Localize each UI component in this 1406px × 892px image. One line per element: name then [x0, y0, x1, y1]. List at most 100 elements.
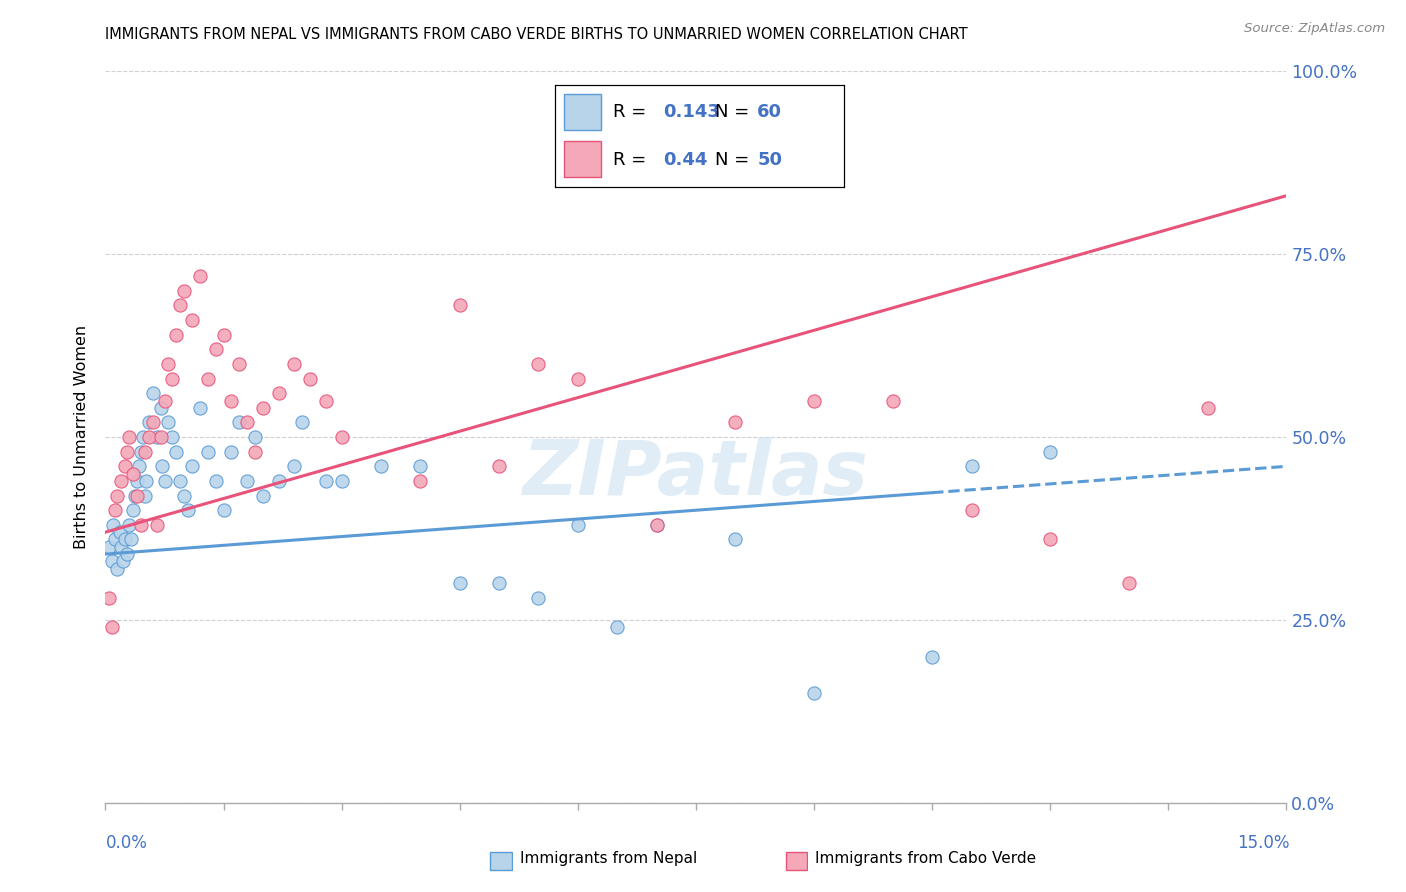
- Point: [125, 474, 148, 488]
- Point: [138, 430, 160, 444]
- Point: [173, 489, 195, 503]
- Point: [142, 386, 165, 401]
- Point: [283, 459, 305, 474]
- Point: [370, 459, 392, 474]
- Point: [157, 416, 180, 430]
- Point: [197, 371, 219, 385]
- Text: R =: R =: [613, 103, 652, 121]
- Point: [162, 371, 184, 385]
- Text: N =: N =: [716, 103, 755, 121]
- Point: [110, 540, 132, 554]
- Point: [120, 533, 142, 547]
- Point: [149, 401, 172, 415]
- Point: [124, 489, 146, 503]
- Point: [117, 547, 139, 561]
- Point: [1197, 401, 1219, 415]
- Point: [135, 474, 157, 488]
- Point: [132, 430, 155, 444]
- Point: [149, 430, 172, 444]
- Point: [173, 284, 195, 298]
- Point: [129, 444, 152, 458]
- Point: [645, 517, 668, 532]
- Point: [98, 591, 121, 605]
- Point: [236, 474, 259, 488]
- Point: [165, 327, 187, 342]
- Point: [117, 444, 139, 458]
- Bar: [491, 853, 512, 871]
- Point: [645, 517, 668, 532]
- Point: [252, 489, 274, 503]
- Point: [110, 474, 132, 488]
- Point: [567, 371, 589, 385]
- Point: [142, 416, 165, 430]
- Point: [267, 386, 290, 401]
- Point: [114, 533, 136, 547]
- Point: [128, 459, 150, 474]
- Point: [606, 620, 628, 634]
- Bar: [786, 853, 807, 871]
- Point: [409, 474, 432, 488]
- Point: [122, 503, 145, 517]
- Point: [315, 474, 337, 488]
- Point: [177, 503, 200, 517]
- Point: [100, 554, 122, 568]
- Text: Immigrants from Nepal: Immigrants from Nepal: [520, 851, 697, 865]
- Point: [150, 459, 173, 474]
- Point: [960, 503, 983, 517]
- Point: [291, 416, 314, 430]
- Point: [181, 313, 204, 327]
- Text: Immigrants from Cabo Verde: Immigrants from Cabo Verde: [815, 851, 1036, 865]
- Point: [449, 576, 471, 591]
- Point: [921, 649, 943, 664]
- Text: N =: N =: [716, 151, 755, 169]
- Point: [1039, 444, 1062, 458]
- Point: [724, 533, 747, 547]
- Point: [125, 489, 148, 503]
- Point: [527, 357, 550, 371]
- Point: [228, 416, 250, 430]
- Text: 15.0%: 15.0%: [1237, 834, 1289, 852]
- Point: [104, 503, 127, 517]
- Text: ZIPatlas: ZIPatlas: [523, 437, 869, 510]
- Point: [228, 357, 250, 371]
- Bar: [564, 94, 602, 130]
- Bar: [564, 141, 602, 177]
- Point: [299, 371, 322, 385]
- Point: [882, 393, 904, 408]
- Point: [188, 269, 211, 284]
- Point: [165, 444, 187, 458]
- Point: [197, 444, 219, 458]
- Text: 0.44: 0.44: [664, 151, 707, 169]
- Point: [527, 591, 550, 605]
- Point: [157, 357, 180, 371]
- Point: [488, 576, 510, 591]
- Point: [114, 459, 136, 474]
- Point: [243, 430, 266, 444]
- Point: [267, 474, 290, 488]
- Point: [330, 474, 353, 488]
- Point: [188, 401, 211, 415]
- Point: [105, 489, 128, 503]
- Point: [204, 474, 226, 488]
- Point: [134, 489, 156, 503]
- Point: [803, 393, 825, 408]
- Point: [1039, 533, 1062, 547]
- Point: [118, 517, 141, 532]
- Point: [104, 533, 127, 547]
- Point: [283, 357, 305, 371]
- Y-axis label: Births to Unmarried Women: Births to Unmarried Women: [75, 325, 90, 549]
- Text: 0.143: 0.143: [664, 103, 720, 121]
- Point: [204, 343, 226, 357]
- Point: [960, 459, 983, 474]
- Point: [1118, 576, 1140, 591]
- Point: [122, 467, 145, 481]
- Text: Source: ZipAtlas.com: Source: ZipAtlas.com: [1244, 22, 1385, 36]
- Point: [567, 517, 589, 532]
- Point: [145, 517, 167, 532]
- Point: [169, 474, 191, 488]
- Point: [153, 474, 176, 488]
- Point: [169, 298, 191, 312]
- Point: [330, 430, 353, 444]
- Point: [236, 416, 259, 430]
- Text: IMMIGRANTS FROM NEPAL VS IMMIGRANTS FROM CABO VERDE BIRTHS TO UNMARRIED WOMEN CO: IMMIGRANTS FROM NEPAL VS IMMIGRANTS FROM…: [105, 27, 969, 42]
